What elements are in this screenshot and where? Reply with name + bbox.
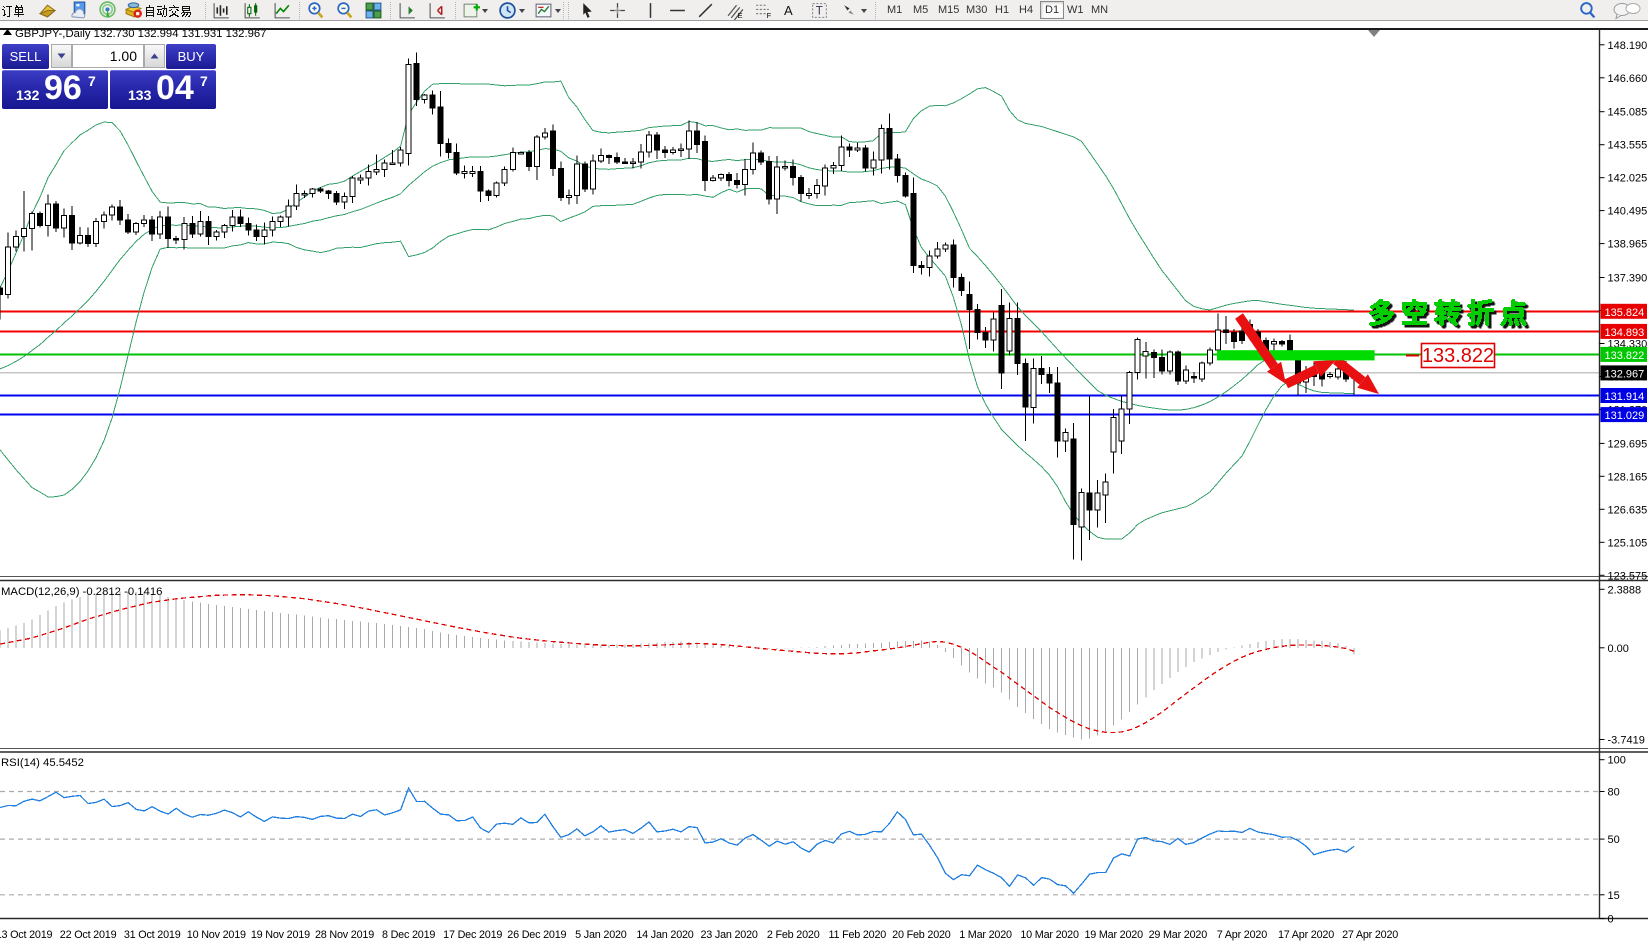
svg-text:143.555: 143.555 xyxy=(1608,140,1648,152)
svg-text:27 Apr 2020: 27 Apr 2020 xyxy=(1342,929,1398,941)
svg-text:23 Jan 2020: 23 Jan 2020 xyxy=(700,929,757,941)
svg-text:80: 80 xyxy=(1608,787,1620,799)
svg-text:22 Oct 2019: 22 Oct 2019 xyxy=(60,929,117,941)
svg-text:138.965: 138.965 xyxy=(1608,239,1648,251)
svg-text:125.105: 125.105 xyxy=(1608,537,1648,549)
svg-text:5 Jan 2020: 5 Jan 2020 xyxy=(575,929,627,941)
svg-text:129.695: 129.695 xyxy=(1608,438,1648,450)
svg-text:RSI(14) 45.5452: RSI(14) 45.5452 xyxy=(1,757,84,769)
svg-text:135.824: 135.824 xyxy=(1605,307,1645,319)
svg-text:MACD(12,26,9) -0.2812 -0.1416: MACD(12,26,9) -0.2812 -0.1416 xyxy=(1,586,162,598)
svg-text:142.025: 142.025 xyxy=(1608,173,1648,185)
svg-text:133.822: 133.822 xyxy=(1422,345,1494,367)
svg-text:50: 50 xyxy=(1608,834,1620,846)
svg-text:28 Nov 2019: 28 Nov 2019 xyxy=(315,929,374,941)
svg-text:-3.7419: -3.7419 xyxy=(1608,735,1645,747)
svg-text:148.190: 148.190 xyxy=(1608,40,1648,52)
svg-text:133.822: 133.822 xyxy=(1605,350,1645,362)
svg-text:1 Mar 2020: 1 Mar 2020 xyxy=(959,929,1012,941)
svg-text:146.660: 146.660 xyxy=(1608,73,1648,85)
svg-text:7 Apr 2020: 7 Apr 2020 xyxy=(1217,929,1267,941)
svg-text:128.165: 128.165 xyxy=(1608,471,1648,483)
svg-text:0: 0 xyxy=(1608,914,1614,926)
svg-text:137.390: 137.390 xyxy=(1608,273,1648,285)
svg-text:26 Dec 2019: 26 Dec 2019 xyxy=(507,929,566,941)
svg-text:GBPJPY-,Daily 132.730 132.994: GBPJPY-,Daily 132.730 132.994 131.931 13… xyxy=(15,28,266,40)
svg-text:2.3888: 2.3888 xyxy=(1608,584,1642,596)
svg-text:E: E xyxy=(738,11,743,20)
svg-text:145.085: 145.085 xyxy=(1608,107,1648,119)
svg-text:T: T xyxy=(816,5,823,18)
svg-text:17 Dec 2019: 17 Dec 2019 xyxy=(443,929,502,941)
svg-text:132.967: 132.967 xyxy=(1605,368,1645,380)
svg-text:10 Mar 2020: 10 Mar 2020 xyxy=(1020,929,1079,941)
svg-text:15: 15 xyxy=(1608,890,1620,902)
svg-text:8 Dec 2019: 8 Dec 2019 xyxy=(382,929,435,941)
svg-text:19 Mar 2020: 19 Mar 2020 xyxy=(1084,929,1143,941)
svg-text:17 Apr 2020: 17 Apr 2020 xyxy=(1278,929,1334,941)
svg-text:0.00: 0.00 xyxy=(1608,643,1629,655)
svg-text:126.635: 126.635 xyxy=(1608,504,1648,516)
svg-text:131.914: 131.914 xyxy=(1605,391,1645,403)
svg-text:123.575: 123.575 xyxy=(1608,570,1648,582)
svg-text:10 Nov 2019: 10 Nov 2019 xyxy=(187,929,246,941)
svg-text:31 Oct 2019: 31 Oct 2019 xyxy=(124,929,181,941)
svg-text:29 Mar 2020: 29 Mar 2020 xyxy=(1149,929,1208,941)
svg-text:19 Nov 2019: 19 Nov 2019 xyxy=(251,929,310,941)
svg-text:11 Feb 2020: 11 Feb 2020 xyxy=(828,929,886,941)
svg-text:140.495: 140.495 xyxy=(1608,206,1648,218)
svg-text:134.893: 134.893 xyxy=(1605,327,1645,339)
svg-text:13 Oct 2019: 13 Oct 2019 xyxy=(0,929,53,941)
svg-text:F: F xyxy=(767,11,772,20)
svg-text:14 Jan 2020: 14 Jan 2020 xyxy=(636,929,693,941)
svg-text:20 Feb 2020: 20 Feb 2020 xyxy=(892,929,951,941)
svg-text:2 Feb 2020: 2 Feb 2020 xyxy=(767,929,820,941)
svg-text:131.029: 131.029 xyxy=(1605,410,1645,422)
svg-text:100: 100 xyxy=(1608,755,1626,767)
